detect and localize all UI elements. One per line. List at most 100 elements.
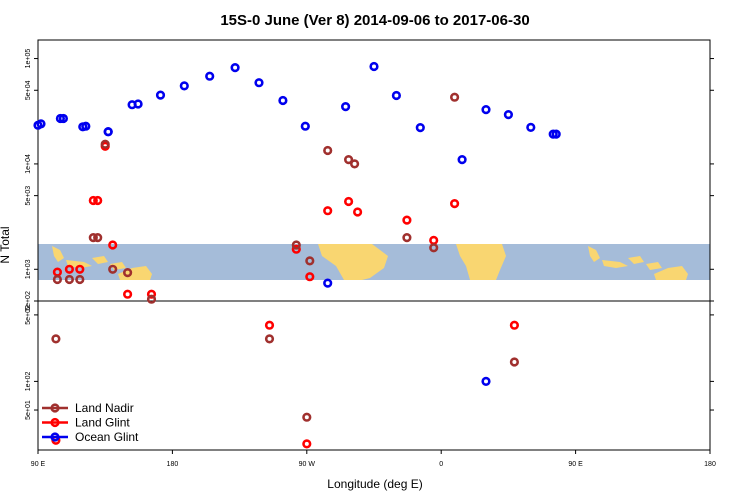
y-tick-label: 1e+04	[25, 154, 32, 174]
data-point	[264, 334, 275, 344]
land-shape	[602, 260, 628, 268]
data-point	[391, 90, 402, 101]
data-point	[88, 233, 98, 243]
chart-title: 15S-0 June (Ver 8) 2014-09-06 to 2017-06…	[220, 12, 529, 29]
data-point	[457, 155, 467, 165]
data-point	[254, 78, 264, 88]
data-point	[81, 121, 91, 131]
data-point	[146, 294, 157, 304]
land-shape	[628, 256, 644, 264]
data-point	[291, 244, 301, 254]
legend-label: Land Nadir	[75, 401, 134, 415]
data-point	[52, 274, 63, 285]
data-point	[278, 95, 288, 106]
legend-marker	[50, 432, 60, 442]
legend-marker	[50, 403, 60, 413]
data-point	[429, 243, 439, 253]
data-point	[450, 92, 460, 102]
x-tick-label: 90 W	[299, 461, 316, 468]
data-point	[51, 334, 61, 344]
land-shape	[318, 244, 388, 280]
data-point	[93, 233, 103, 243]
data-point	[300, 121, 310, 131]
data-points	[33, 61, 561, 449]
land-shape	[456, 244, 506, 280]
x-axis-title: Longitude (deg E)	[327, 477, 422, 491]
data-point	[369, 61, 379, 72]
data-point	[64, 274, 74, 285]
data-point	[93, 195, 103, 206]
y-tick-label: 1e+05	[25, 49, 32, 69]
data-point	[100, 139, 110, 149]
legend-label: Ocean Glint	[75, 430, 139, 444]
data-point	[291, 240, 301, 250]
land-shape	[52, 246, 64, 262]
data-point	[155, 90, 166, 100]
data-point	[350, 159, 360, 169]
data-point	[36, 119, 46, 129]
data-point	[230, 62, 240, 73]
data-point	[305, 256, 315, 266]
data-point	[122, 289, 133, 299]
data-point	[323, 278, 333, 288]
y-axis-title: N Total	[0, 226, 12, 263]
y-tick-label: 5e+03	[25, 186, 32, 206]
x-tick-label: 90 E	[568, 461, 583, 468]
data-point	[127, 100, 137, 110]
data-point	[344, 155, 354, 165]
land-shape	[92, 256, 108, 264]
data-point	[450, 199, 460, 209]
data-point	[323, 145, 333, 156]
legend-label: Land Glint	[75, 416, 130, 430]
data-point	[429, 235, 439, 245]
data-point	[481, 104, 491, 115]
data-point	[481, 376, 491, 387]
data-point	[103, 127, 113, 137]
data-point	[146, 289, 157, 299]
data-point	[509, 320, 520, 330]
data-point	[302, 439, 312, 449]
y-tick-label: 5e+02	[25, 305, 32, 325]
data-point	[75, 274, 85, 285]
land-shape	[654, 266, 688, 280]
data-point	[323, 206, 333, 216]
x-tick-label: 180	[704, 461, 716, 468]
data-point	[88, 195, 98, 206]
data-point	[402, 215, 412, 225]
legend-marker	[50, 417, 60, 428]
x-tick-label: 0	[439, 461, 443, 468]
data-point	[205, 71, 215, 81]
data-point	[302, 412, 312, 422]
data-point	[526, 122, 536, 132]
data-point	[353, 207, 363, 217]
data-point	[344, 196, 354, 207]
tick-labels: 90 E 180 90 W 0 90 E 180 5e+02 1e+03 5e+03 1e+04 5…	[25, 49, 716, 468]
data-point	[108, 240, 118, 250]
y-tick-label: 1e+02	[25, 371, 32, 391]
plot-frame	[37, 39, 711, 451]
data-point	[551, 129, 561, 139]
data-point	[341, 101, 351, 112]
data-point	[58, 113, 69, 124]
data-point	[503, 109, 514, 120]
data-point	[75, 264, 85, 274]
y-tick-label: 5e+01	[25, 400, 32, 420]
data-point	[305, 272, 315, 282]
data-point	[64, 264, 74, 274]
land-shape	[110, 262, 126, 270]
data-point	[108, 264, 118, 274]
data-point	[415, 122, 425, 133]
land-shape	[646, 262, 662, 270]
x-tick-label: 180	[167, 461, 179, 468]
y-tick-label: 5e+04	[25, 80, 32, 100]
data-point	[402, 233, 412, 243]
land-shape	[588, 246, 600, 262]
data-point	[264, 320, 275, 330]
data-point	[122, 268, 133, 278]
world-map-band	[38, 244, 710, 280]
y-tick-label: 1e+03	[25, 259, 32, 279]
data-point	[179, 81, 189, 91]
x-tick-label: 90 E	[31, 461, 46, 468]
y-tick-label: 5e+02	[25, 291, 32, 311]
